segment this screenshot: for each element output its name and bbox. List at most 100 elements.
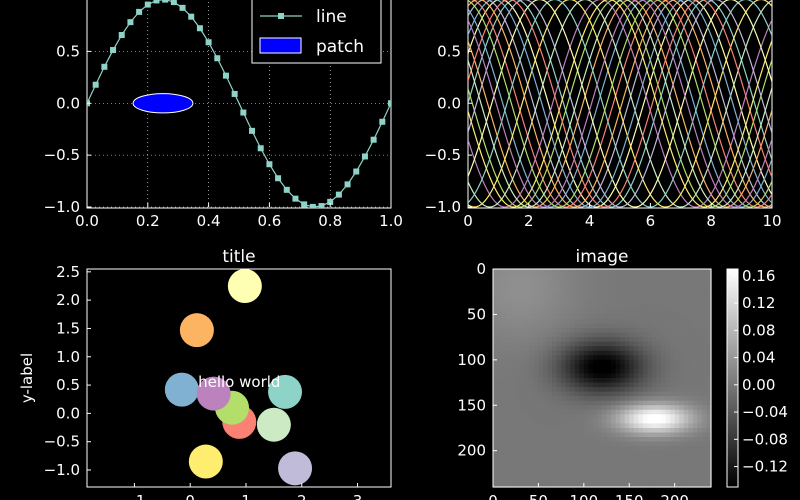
heatmap-cell: [583, 382, 589, 388]
heatmap-cell: [638, 323, 644, 329]
heatmap-cell: [642, 400, 649, 406]
heatmap-cell: [574, 378, 580, 384]
heatmap-cell: [597, 473, 603, 479]
heatmap-cell: [706, 305, 712, 311]
heatmap-cell: [570, 409, 576, 415]
heatmap-cell: [624, 455, 630, 461]
heatmap-cell: [688, 459, 694, 465]
heatmap-cell: [497, 355, 503, 361]
heatmap-cell: [547, 346, 553, 352]
heatmap-cell: [647, 414, 653, 420]
heatmap-cell: [674, 291, 680, 297]
heatmap-cell: [565, 387, 571, 393]
line-marker: [344, 181, 351, 188]
heatmap-cell: [542, 396, 549, 402]
heatmap-cell: [620, 337, 626, 343]
heatmap-cell: [529, 473, 535, 479]
heatmap-cell: [706, 459, 712, 465]
heatmap-cell: [529, 291, 535, 297]
heatmap-cell: [556, 328, 562, 334]
heatmap-cell: [633, 309, 639, 316]
heatmap-cell: [656, 468, 662, 474]
colorbar: [726, 268, 739, 488]
heatmap-cell: [602, 323, 608, 329]
heatmap-cell: [520, 323, 526, 329]
heatmap-cell: [642, 405, 649, 411]
heatmap-cell: [592, 269, 599, 275]
heatmap-cell: [651, 437, 658, 443]
heatmap-cell: [538, 287, 544, 293]
heatmap-cell: [502, 387, 508, 393]
heatmap-cell: [692, 482, 698, 488]
heatmap-cell: [502, 418, 508, 425]
heatmap-cell: [515, 287, 521, 293]
heatmap-cell: [706, 332, 712, 338]
heatmap-cell: [670, 382, 676, 388]
heatmap-cell: [661, 455, 667, 461]
heatmap-cell: [561, 355, 567, 361]
heatmap-cell: [524, 477, 530, 484]
heatmap-cell: [697, 269, 703, 275]
heatmap-cell: [706, 350, 712, 356]
heatmap-cell: [497, 409, 503, 415]
heatmap-cell: [638, 378, 644, 384]
heatmap-cell: [497, 482, 503, 488]
heatmap-cell: [629, 278, 635, 284]
heatmap-cell: [661, 328, 667, 334]
heatmap-cell: [497, 459, 503, 465]
heatmap-cell: [574, 305, 580, 311]
heatmap-cell: [515, 405, 521, 411]
heatmap-cell: [520, 455, 526, 461]
heatmap-cell: [606, 482, 612, 488]
heatmap-cell: [629, 468, 635, 474]
heatmap-cell: [493, 427, 499, 434]
heatmap-cell: [565, 332, 571, 338]
heatmap-cell: [547, 441, 553, 447]
heatmap-cell: [570, 418, 576, 425]
colorbar-tick-label: 0.12: [742, 294, 775, 312]
heatmap-cell: [493, 473, 499, 479]
heatmap-cell: [701, 418, 708, 425]
heatmap-cell: [642, 364, 649, 370]
heatmap-cell: [524, 332, 530, 338]
heatmap-cell: [629, 400, 635, 406]
heatmap-cell: [624, 405, 630, 411]
heatmap-cell: [565, 300, 571, 306]
heatmap-cell: [511, 482, 517, 488]
heatmap-cell: [515, 355, 521, 361]
heatmap-cell: [506, 432, 512, 438]
heatmap-cell: [651, 378, 658, 384]
heatmap-cell: [497, 450, 503, 456]
heatmap-cell: [533, 455, 540, 461]
heatmap-cell: [615, 341, 621, 347]
heatmap-cell: [574, 368, 580, 375]
heatmap-cell: [552, 287, 558, 293]
heatmap-cell: [533, 364, 540, 370]
heatmap-cell: [515, 464, 521, 470]
heatmap-cell: [629, 378, 635, 384]
heatmap-cell: [556, 450, 562, 456]
heatmap-cell: [629, 323, 635, 329]
heatmap-cell: [592, 337, 599, 343]
heatmap-cell: [570, 477, 576, 484]
heatmap-cell: [520, 341, 526, 347]
heatmap-cell: [683, 441, 689, 447]
heatmap-cell: [642, 396, 649, 402]
heatmap-cell: [520, 373, 526, 379]
heatmap-cell: [561, 373, 567, 379]
heatmap-cell: [611, 409, 617, 415]
heatmap-cell: [552, 432, 558, 438]
line-marker: [118, 31, 125, 38]
heatmap-cell: [570, 282, 576, 288]
heatmap-cell: [524, 368, 530, 375]
heatmap-cell: [533, 332, 540, 338]
heatmap-cell: [570, 400, 576, 406]
heatmap-cell: [552, 278, 558, 284]
heatmap-cell: [674, 346, 680, 352]
sinusoid-series: [468, 0, 772, 208]
heatmap-cell: [611, 359, 617, 365]
heatmap-cell: [533, 328, 540, 334]
heatmap-cell: [533, 468, 540, 474]
heatmap-cell: [520, 405, 526, 411]
heatmap-cell: [579, 282, 585, 288]
